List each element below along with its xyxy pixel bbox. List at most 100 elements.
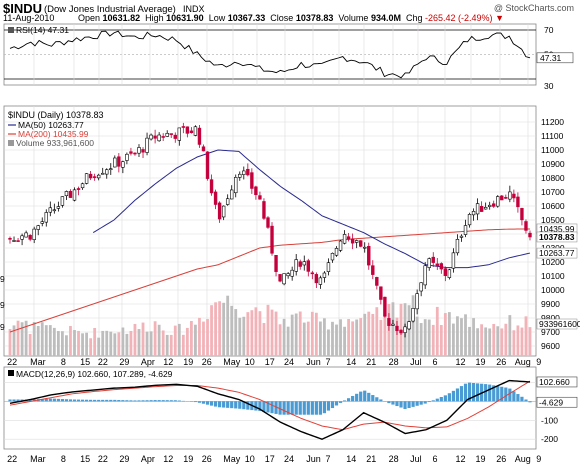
candle-body [266, 217, 270, 228]
volume-bar [12, 325, 16, 356]
macd-histogram-bar [52, 398, 56, 402]
x-tick-label-bottom: 15 [80, 454, 90, 464]
volume-bar [250, 310, 254, 356]
macd-histogram-bar [399, 401, 403, 408]
volume-bar [355, 319, 359, 356]
candle-body [274, 255, 278, 272]
volume-bar [383, 307, 387, 356]
x-tick-label-bottom: May [223, 454, 241, 464]
macd-histogram-bar [76, 399, 81, 402]
x-tick-label: 14 [346, 357, 356, 367]
volume-bar [254, 307, 258, 356]
volume-bar [89, 338, 93, 356]
volume-bar [129, 330, 133, 356]
candle-body [262, 201, 266, 219]
macd-histogram-bar [524, 399, 528, 402]
volume-bar [56, 331, 60, 356]
close-value: 10378.83 [295, 13, 334, 23]
low-value: 10367.33 [227, 13, 266, 23]
macd-histogram-bar [395, 401, 399, 407]
macd-histogram-bar [359, 391, 363, 402]
volume-bar [258, 311, 262, 356]
volume-bar [294, 313, 298, 356]
macd-histogram-bar [242, 401, 246, 410]
volume-bar [226, 295, 230, 356]
candle-body [234, 177, 238, 194]
volume-bar [85, 332, 88, 356]
candle-body [40, 221, 44, 224]
candle-body [330, 252, 335, 261]
macd-histogram-bar [230, 401, 234, 409]
candle-body [443, 268, 448, 276]
volume-bar [524, 316, 528, 356]
candle-body [105, 169, 109, 175]
volume-bar [137, 329, 141, 356]
macd-histogram-bar [12, 399, 16, 402]
volume-bar [431, 324, 435, 356]
candle-body [213, 191, 218, 205]
macd-histogram-bar [504, 387, 508, 402]
candle-body [463, 225, 468, 235]
candle-body [242, 170, 246, 175]
candle-body [36, 225, 40, 230]
volume-bar [504, 323, 508, 356]
candle-body [363, 246, 367, 249]
candle-body [258, 195, 262, 200]
candle-body [209, 179, 214, 194]
rsi-line [9, 30, 531, 79]
macd-histogram-bar [371, 395, 375, 402]
price-tick-label: 10800 [541, 173, 565, 183]
volume-bar [234, 309, 238, 356]
macd-histogram-bar [89, 399, 93, 402]
candle-body [101, 172, 105, 175]
volume-bar [202, 321, 205, 356]
macd-histogram-bar [141, 400, 145, 402]
candle-body [354, 240, 359, 243]
volume-bar [391, 302, 395, 356]
candle-body [314, 274, 319, 284]
x-tick-label-bottom: 21 [366, 454, 376, 464]
macd-histogram-bar [266, 401, 270, 413]
macd-value-box [536, 376, 578, 388]
volume-bar [306, 321, 310, 356]
volume-bar [246, 312, 250, 356]
volume-bar [435, 306, 439, 356]
rsi-current-box [536, 52, 574, 64]
macd-histogram-bar [8, 399, 12, 402]
x-tick-label-bottom: 7 [326, 454, 331, 464]
volume-bar [314, 312, 318, 356]
candle-body [290, 269, 294, 277]
price-tick-label: 11000 [541, 145, 564, 155]
x-tick-label: 19 [476, 357, 486, 367]
volume-bar [351, 321, 355, 356]
macd-histogram-bar [72, 399, 77, 402]
ma50-legend: MA(50) 10263.77 [18, 120, 84, 130]
volume-bar [318, 321, 322, 356]
candle-body [60, 196, 65, 206]
candle-body [512, 193, 516, 199]
macd-histogram-bar [226, 401, 230, 408]
x-tick-label-bottom: 24 [284, 454, 294, 464]
macd-histogram-bar [157, 400, 161, 402]
macd-histogram-bar [246, 401, 250, 410]
candle-body [44, 212, 48, 223]
macd-histogram-bar [318, 401, 322, 415]
macd-histogram-bar [467, 382, 472, 402]
candle-body [181, 126, 186, 128]
x-tick-label: 29 [119, 357, 129, 367]
candle-body [76, 188, 81, 190]
macd-hist-box [536, 396, 578, 408]
macd-histogram-bar [93, 399, 97, 402]
x-tick-label-bottom: Jun [306, 454, 321, 464]
x-tick-label-bottom: Mar [30, 454, 46, 464]
macd-histogram-bar [64, 399, 69, 402]
candle-body [407, 321, 411, 330]
macd-histogram-bar [298, 401, 302, 415]
macd-histogram-bar [294, 401, 298, 415]
candle-body [322, 272, 327, 278]
x-tick-label: 28 [389, 357, 399, 367]
macd-histogram-bar [415, 401, 419, 406]
volume-bar [32, 322, 36, 356]
volume-bar [492, 323, 496, 356]
